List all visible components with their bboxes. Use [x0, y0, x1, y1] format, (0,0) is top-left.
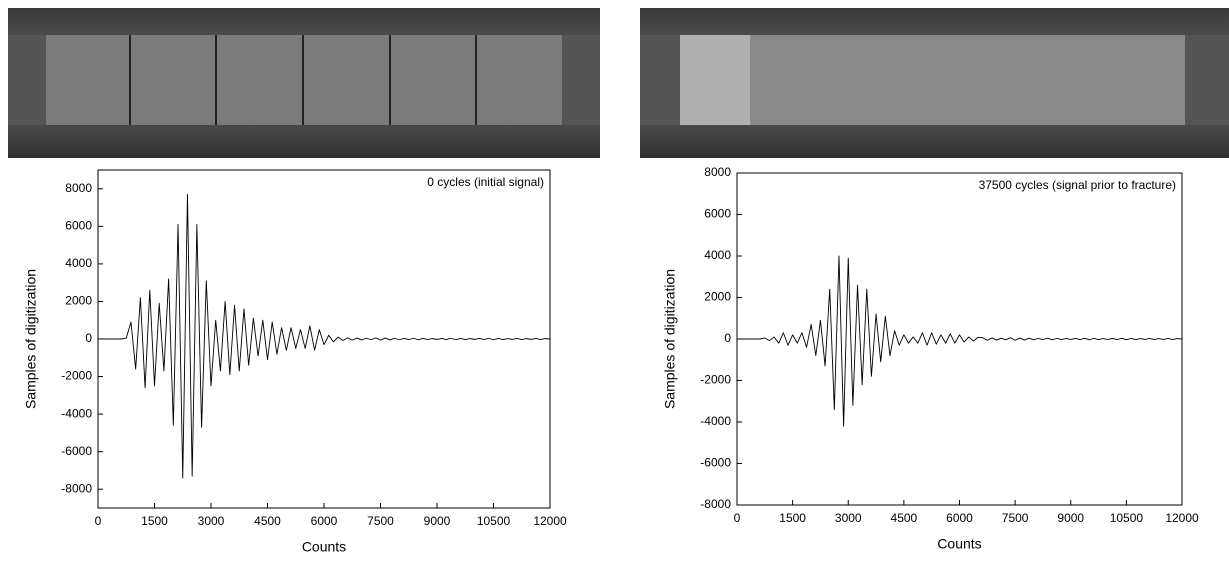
x-tick-label: 7500 [367, 514, 394, 528]
y-tick-label: 4000 [65, 256, 92, 270]
photo-right [640, 8, 1229, 158]
y-tick-label: -6000 [700, 456, 731, 470]
y-tick-label: -4000 [700, 414, 731, 428]
y-tick-label: -2000 [61, 369, 92, 383]
x-tick-label: 6000 [311, 514, 338, 528]
y-tick-label: 8000 [704, 165, 731, 179]
x-tick-label: 3000 [198, 514, 225, 528]
y-axis-label: Samples of digitization [23, 269, 39, 409]
x-tick-label: 10500 [1110, 511, 1144, 525]
x-tick-label: 6000 [946, 511, 973, 525]
y-tick-label: 4000 [704, 248, 731, 262]
y-axis-label: Samples of digitization [662, 269, 678, 409]
x-tick-label: 9000 [1057, 511, 1084, 525]
y-tick-label: 6000 [65, 219, 92, 233]
y-tick-label: -2000 [700, 373, 731, 387]
chart-panel: -8000 -6000 -4000 -2000 0 2000 4000 6000 8000 0 15… [23, 169, 567, 555]
x-tick-label: 0 [95, 514, 102, 528]
photo-left [8, 8, 600, 158]
y-tick-label: 0 [724, 331, 731, 345]
y-tick-label: -8000 [700, 497, 731, 511]
x-tick-label: 1500 [779, 511, 806, 525]
chart-panel: -8000 -6000 -4000 -2000 0 2000 4000 6000 8000 0 15… [662, 165, 1199, 552]
signal-line [98, 193, 551, 479]
x-tick-label: 3000 [835, 511, 862, 525]
y-tick-label: -4000 [61, 406, 92, 420]
y-tick-label: -8000 [61, 481, 92, 495]
x-tick-label: 0 [734, 511, 741, 525]
x-tick-label: 10500 [477, 514, 511, 528]
y-tick-label: 6000 [704, 207, 731, 221]
x-axis-label: Counts [302, 539, 346, 555]
y-tick-label: -6000 [61, 444, 92, 458]
x-tick-label: 12000 [533, 514, 567, 528]
x-tick-label: 9000 [424, 514, 451, 528]
x-axis-label: Counts [937, 536, 981, 552]
annotation: 0 cycles (initial signal) [427, 175, 544, 189]
y-tick-label: 0 [85, 331, 92, 345]
x-tick-label: 4500 [254, 514, 281, 528]
y-tick-label: 2000 [704, 290, 731, 304]
annotation: 37500 cycles (signal prior to fracture) [979, 178, 1176, 192]
y-tick-label: 2000 [65, 294, 92, 308]
x-tick-label: 4500 [891, 511, 918, 525]
x-tick-label: 7500 [1002, 511, 1029, 525]
signal-line [737, 255, 1183, 427]
x-tick-label: 12000 [1165, 511, 1199, 525]
y-tick-label: 8000 [65, 181, 92, 195]
x-tick-label: 1500 [141, 514, 168, 528]
